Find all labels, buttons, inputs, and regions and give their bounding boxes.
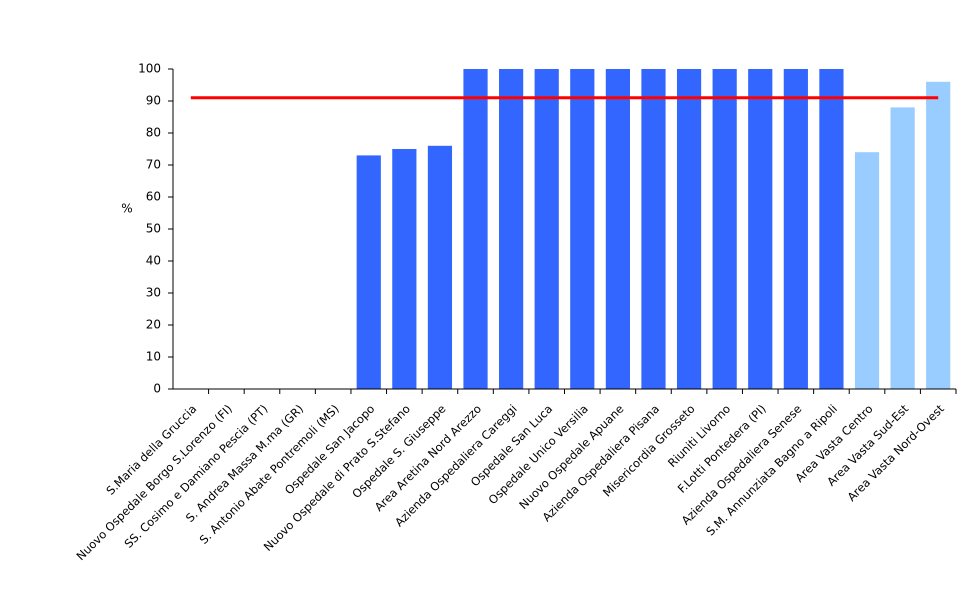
x-tick-label: Riuniti Livorno [665, 402, 733, 470]
bar [499, 69, 524, 389]
y-tick-label: 70 [146, 158, 161, 172]
bar [748, 69, 773, 389]
bar [926, 81, 951, 390]
y-tick-label: 0 [153, 382, 161, 396]
bar [427, 145, 453, 389]
bar [890, 107, 915, 390]
bar [783, 69, 808, 389]
y-tick-label: 30 [146, 286, 161, 300]
bar [356, 155, 381, 389]
y-tick-label: 80 [146, 126, 161, 140]
y-axis-label: % [121, 202, 132, 216]
y-tick-label: 10 [146, 350, 161, 364]
bar [641, 69, 666, 389]
y-tick-label: 90 [146, 94, 161, 108]
y-tick-label: 100 [138, 62, 161, 76]
y-tick-label: 20 [146, 318, 161, 332]
x-tick-label: S.M. Annunziata Bagno a Ripoli [703, 402, 840, 539]
y-tick-label: 40 [146, 254, 161, 268]
bar [712, 69, 737, 389]
y-tick-label: 60 [146, 190, 161, 204]
bar [392, 149, 417, 389]
bar [676, 69, 702, 389]
y-tick-label: 50 [146, 222, 161, 236]
x-tick-label: SS. Cosimo e Damiano Pescia (PT) [121, 402, 270, 551]
bar [534, 69, 559, 389]
bar [463, 69, 488, 389]
bar [854, 152, 880, 389]
bar [819, 69, 844, 389]
bar [570, 69, 595, 389]
bar [605, 69, 630, 389]
